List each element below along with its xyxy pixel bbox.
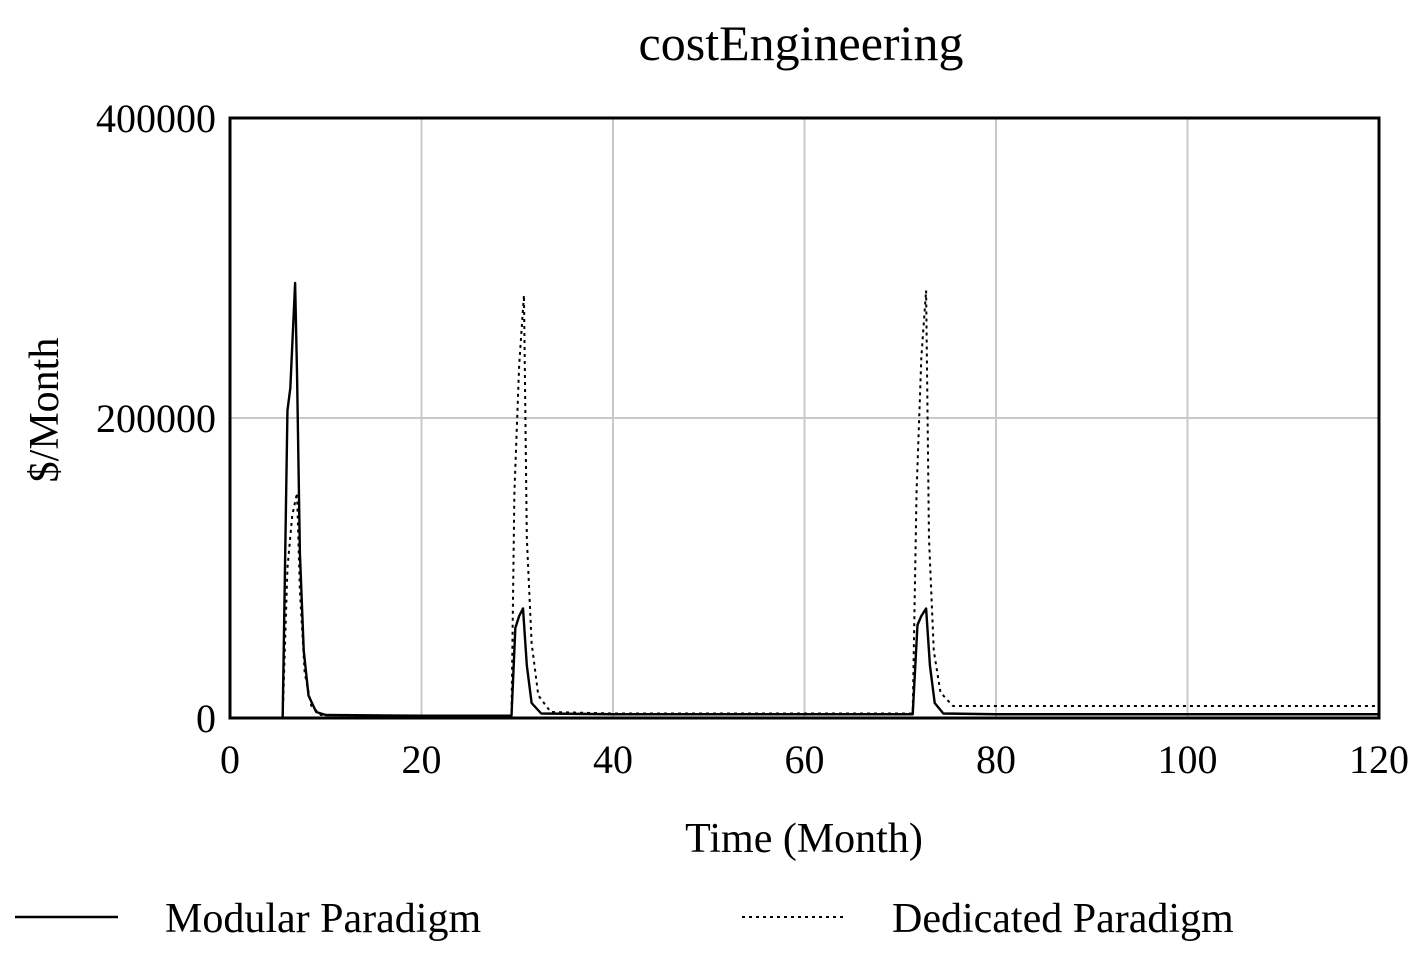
x-tick-label: 40	[593, 737, 633, 782]
x-axis-label: Time (Month)	[685, 816, 923, 862]
legend-label-modular: Modular Paradigm	[165, 896, 481, 942]
legend-label-dedicated: Dedicated Paradigm	[892, 896, 1234, 942]
chart-title: costEngineering	[639, 15, 964, 71]
x-axis-ticks: 0 20 40 60 80 100 120	[220, 737, 1409, 782]
x-tick-label: 0	[220, 737, 240, 782]
y-tick-label: 0	[196, 696, 216, 741]
y-axis-ticks: 0 200000 400000	[96, 96, 216, 741]
series-line-dedicated-paradigm	[230, 289, 1379, 719]
x-tick-label: 120	[1349, 737, 1409, 782]
legend: Modular Paradigm Dedicated Paradigm	[15, 896, 1234, 942]
x-tick-label: 20	[402, 737, 442, 782]
y-tick-label: 400000	[96, 96, 216, 141]
series-layer	[230, 281, 1379, 720]
grid	[230, 118, 1379, 718]
y-tick-label: 200000	[96, 396, 216, 441]
x-tick-label: 100	[1158, 737, 1218, 782]
plot-area-frame	[228, 116, 1381, 720]
x-tick-label: 80	[976, 737, 1016, 782]
series-line-modular-paradigm	[230, 281, 1379, 720]
legend-item-modular: Modular Paradigm	[15, 896, 481, 942]
y-axis-label: $/Month	[22, 338, 68, 483]
legend-item-dedicated: Dedicated Paradigm	[742, 896, 1234, 942]
x-tick-label: 60	[785, 737, 825, 782]
